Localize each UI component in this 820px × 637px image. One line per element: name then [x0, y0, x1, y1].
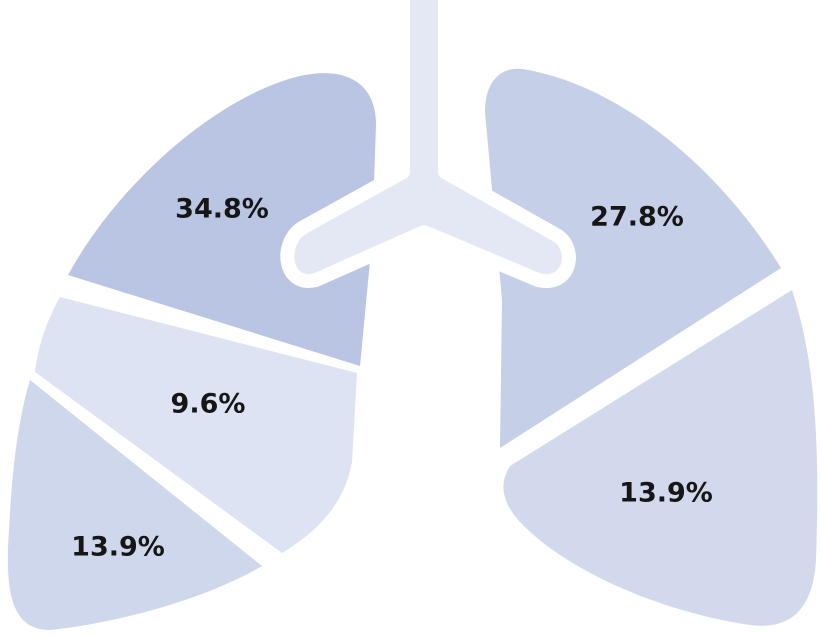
- trachea: [280, 0, 576, 289]
- lobe-label: 9.6%: [171, 389, 246, 420]
- lobe-label: 34.8%: [175, 194, 269, 225]
- left-middle-lobe: [35, 297, 357, 553]
- left-lower-lobe: [7, 380, 263, 630]
- left-upper-lobe: [68, 73, 376, 366]
- right-lower-lobe: [503, 290, 818, 626]
- lobe-label: 27.8%: [590, 202, 684, 233]
- lobe-label: 13.9%: [71, 532, 165, 563]
- lobe-label: 13.9%: [619, 478, 713, 509]
- right-upper-lobe: [485, 68, 781, 448]
